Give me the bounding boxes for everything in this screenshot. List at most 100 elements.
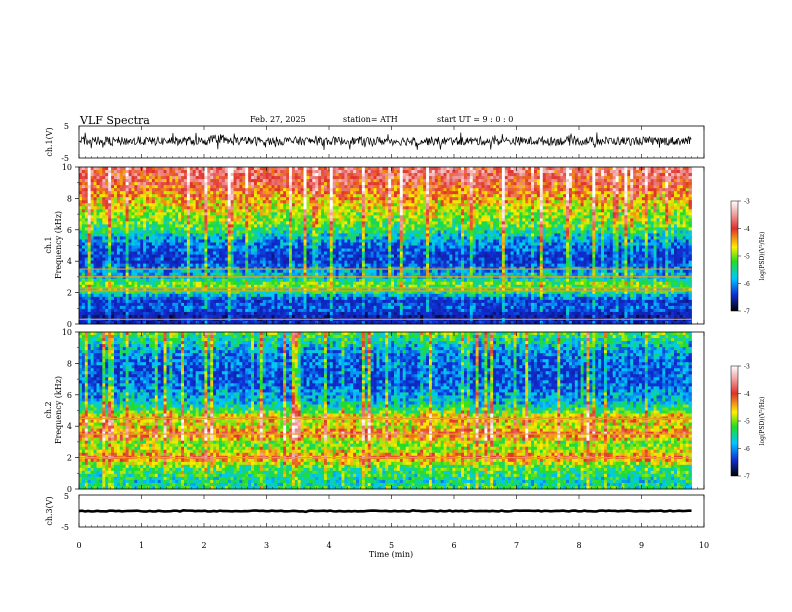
ch1-spectrogram-cell bbox=[137, 167, 141, 171]
ch1-spectrogram-cell bbox=[172, 191, 176, 195]
ch1-spectrogram-cell bbox=[119, 176, 124, 180]
ch1-spectrogram-cell bbox=[134, 185, 138, 189]
ch1-spectrogram-cell bbox=[338, 209, 342, 213]
ch1-spectrogram-cell bbox=[236, 182, 240, 186]
ch1-spectrogram-cell bbox=[221, 302, 226, 307]
ch1-spectrogram-cell bbox=[239, 290, 243, 295]
ch1-spectrogram-cell bbox=[332, 200, 337, 204]
ch1-spectrogram-cell bbox=[186, 242, 191, 246]
ch1-spectrogram-cell bbox=[178, 299, 182, 304]
ch1-spectrogram-cell bbox=[175, 206, 179, 210]
ch1-spectrogram-cell bbox=[326, 299, 331, 304]
ch1-spectrogram-cell bbox=[216, 179, 220, 183]
ch1-spectrogram-cell bbox=[149, 299, 153, 304]
ch1-spectrogram-cell bbox=[166, 203, 170, 207]
ch1-spectrogram-cell bbox=[134, 194, 138, 198]
ch1-spectrogram-cell bbox=[79, 242, 83, 246]
ch1-spectrogram-cell bbox=[111, 221, 115, 225]
ch1-spectrogram-cell bbox=[189, 218, 194, 222]
ch1-spectrogram-cell bbox=[350, 230, 354, 234]
ch1-spectrogram-cell bbox=[332, 287, 337, 292]
ch1-spectrogram-cell bbox=[274, 191, 278, 195]
ch1-spectrogram-cell bbox=[353, 197, 357, 201]
ch1-spectrogram-cell bbox=[157, 236, 162, 240]
ch1-spectrogram-cell bbox=[274, 233, 278, 237]
ch1-spectrogram-cell bbox=[326, 203, 331, 207]
ch1-spectrogram-cell bbox=[131, 227, 135, 231]
ch1-spectrogram-cell bbox=[157, 230, 162, 234]
ch1-spectrogram-cell bbox=[248, 308, 252, 313]
ch1-spectrogram-cell bbox=[297, 299, 302, 304]
ch1-spectrogram-cell bbox=[192, 311, 197, 316]
ch1-spectrogram-cell bbox=[283, 233, 287, 237]
ch1-spectrogram-cell bbox=[178, 287, 182, 292]
ch1-spectrogram-cell bbox=[93, 176, 97, 180]
ch1-spectrogram-cell bbox=[318, 236, 322, 240]
ch1-spectrogram-cell bbox=[81, 197, 86, 201]
ch1-spectrogram-cell bbox=[315, 209, 319, 213]
ch1-spectrogram-cell bbox=[128, 236, 132, 240]
ch1-spectrogram-cell bbox=[149, 230, 153, 234]
ch1-spectrogram-cell bbox=[280, 257, 284, 261]
ch1-spectrogram-cell bbox=[297, 227, 302, 231]
ch1-spectrogram-cell bbox=[335, 272, 339, 277]
ch1-spectrogram-cell bbox=[324, 170, 328, 174]
ch1-spectrogram-cell bbox=[236, 269, 240, 274]
ch1-spectrogram-cell bbox=[347, 239, 351, 243]
ch1-spectrogram-cell bbox=[224, 254, 229, 258]
ch1-spectrogram-cell bbox=[195, 188, 199, 192]
ch1-spectrogram-cell bbox=[131, 308, 135, 313]
ch1-spectrogram-cell bbox=[239, 305, 243, 310]
ch1-spectrogram-cell bbox=[204, 230, 208, 234]
ch1-spectrogram-cell bbox=[201, 257, 205, 261]
ch1-spectrogram-cell bbox=[315, 179, 319, 183]
ch1-spectrogram-cell bbox=[140, 245, 144, 249]
ch1-spectrogram-cell bbox=[116, 170, 121, 174]
ch1-spectrogram-cell bbox=[294, 212, 299, 216]
ch1-spectrogram-cell bbox=[294, 239, 299, 243]
ch1-waveform-line bbox=[78, 132, 692, 151]
ch1-spectrogram-cell bbox=[338, 248, 342, 252]
ch1-spectrogram-cell bbox=[134, 305, 138, 310]
ch1-spectrogram-cell bbox=[125, 293, 129, 298]
ch1-spectrogram-cell bbox=[262, 191, 267, 195]
ch1-spectrogram-cell bbox=[230, 263, 234, 268]
ch1-spectrogram-cell bbox=[350, 254, 354, 258]
ch1-spectrogram-cell bbox=[172, 218, 176, 222]
ch1-spectrogram-cell bbox=[134, 218, 138, 222]
ch1-spectrogram-cell bbox=[128, 167, 132, 171]
ch1-spectrogram-cell bbox=[146, 215, 150, 219]
ch1-spectrogram-cell bbox=[350, 269, 354, 274]
ch1-spectrogram-cell bbox=[326, 314, 331, 319]
ch1-spectrogram-cell bbox=[300, 200, 304, 204]
ch1-spectrogram-cell bbox=[306, 287, 310, 292]
ch1-spectrogram-cell bbox=[248, 224, 252, 228]
ch1-spectrogram-cell bbox=[207, 281, 211, 286]
ch1-spectrogram-cell bbox=[271, 251, 275, 255]
ch1-spectrogram-cell bbox=[236, 314, 240, 319]
ch1-spectrogram-cell bbox=[265, 188, 269, 192]
ch1-spectrogram-cell bbox=[221, 200, 226, 204]
ch1-spectrogram-cell bbox=[134, 221, 138, 225]
ch1-spectrogram-cell bbox=[239, 320, 243, 325]
ch1-spectrogram-cell bbox=[291, 182, 296, 186]
ch1-spectrogram-cell bbox=[140, 236, 144, 240]
ch1-spectrogram-cell bbox=[143, 230, 147, 234]
ch1-spectrogram-cell bbox=[332, 236, 337, 240]
ch1-spectrogram-cell bbox=[300, 311, 304, 316]
ch1-spectrogram-cell bbox=[254, 287, 258, 292]
ch1-spectrogram-cell bbox=[184, 185, 188, 189]
ch1-spectrogram-cell bbox=[277, 173, 281, 177]
ch1-spectrogram-cell bbox=[116, 203, 121, 207]
ch1-spectrogram-cell bbox=[108, 314, 112, 319]
ch1-spectrogram-cell bbox=[283, 278, 287, 283]
ch1-spectrogram-cell bbox=[111, 167, 115, 171]
ch1-spectrogram-cell bbox=[242, 170, 246, 174]
ch1-spectrogram-cell bbox=[108, 212, 112, 216]
ch1-spectrogram-cell bbox=[114, 263, 118, 268]
ch1-spectrogram-cell bbox=[178, 296, 182, 301]
ch1-spectrogram-cell bbox=[353, 242, 357, 246]
ch1-spectrogram-cell bbox=[306, 185, 310, 189]
ch1-spectrogram-cell bbox=[195, 272, 199, 277]
ch1-spectrogram-cell bbox=[134, 260, 138, 265]
